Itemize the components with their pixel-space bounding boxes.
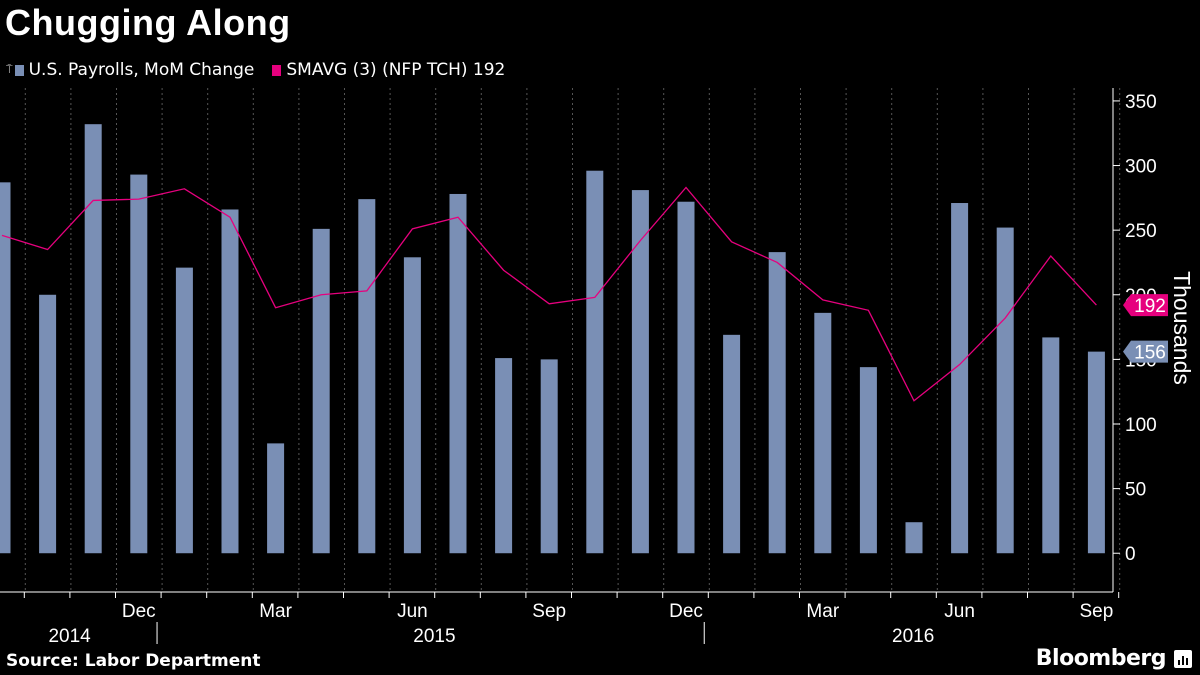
y-tick-label: 50 bbox=[1125, 480, 1146, 501]
bar bbox=[677, 201, 695, 554]
source-note: Source: Labor Department bbox=[6, 651, 261, 671]
bar bbox=[996, 227, 1014, 554]
series-line-smavg bbox=[1, 186, 1097, 402]
bar bbox=[495, 358, 513, 554]
year-label: 2015 bbox=[413, 626, 455, 647]
x-tick-label: Sep bbox=[532, 601, 566, 622]
x-tick-label: Sep bbox=[1079, 601, 1113, 622]
bar bbox=[768, 252, 786, 554]
bar bbox=[267, 443, 285, 554]
bar bbox=[39, 294, 57, 554]
legend-item-bars[interactable]: ⍑ U.S. Payrolls, MoM Change bbox=[6, 60, 254, 80]
legend-swatch-bars bbox=[14, 64, 24, 76]
x-tick-label: Mar bbox=[259, 601, 292, 622]
legend: ⍑ U.S. Payrolls, MoM Change SMAVG (3) (N… bbox=[6, 60, 523, 80]
bar bbox=[540, 359, 558, 554]
bar bbox=[449, 193, 467, 554]
end-label-value: 156 bbox=[1134, 343, 1166, 364]
bar bbox=[312, 228, 330, 554]
y-tick-label: 0 bbox=[1125, 544, 1136, 565]
end-label-tag bbox=[1123, 340, 1168, 363]
brand-logo: Bloomberg bbox=[1035, 646, 1167, 671]
bar bbox=[814, 312, 832, 554]
bloomberg-chart-icon bbox=[1174, 650, 1192, 668]
y-tick-label: 100 bbox=[1125, 415, 1157, 436]
bar bbox=[0, 182, 11, 554]
legend-label-bars: U.S. Payrolls, MoM Change bbox=[28, 60, 255, 80]
x-tick-label: Jun bbox=[397, 601, 428, 622]
year-label: 2014 bbox=[48, 626, 91, 647]
bar bbox=[1042, 337, 1060, 554]
y-tick-label: 250 bbox=[1125, 221, 1157, 242]
x-tick-label: Jun bbox=[944, 601, 975, 622]
bar bbox=[221, 209, 239, 554]
bar bbox=[84, 124, 102, 554]
x-tick-label: Dec bbox=[122, 601, 156, 622]
chart-title: Chugging Along bbox=[5, 2, 291, 43]
year-label: 2016 bbox=[892, 626, 934, 647]
legend-item-line[interactable]: SMAVG (3) (NFP TCH) 192 bbox=[272, 60, 505, 80]
bar bbox=[175, 267, 193, 554]
legend-swatch-line bbox=[272, 64, 282, 76]
bar bbox=[905, 522, 923, 554]
x-tick-label: Mar bbox=[806, 601, 839, 622]
bar bbox=[723, 334, 741, 554]
end-label-value: 192 bbox=[1134, 296, 1166, 317]
y-tick-label: 350 bbox=[1125, 92, 1157, 113]
y-tick-label: 300 bbox=[1125, 157, 1157, 178]
y-axis-title: Thousands bbox=[1169, 271, 1195, 385]
x-tick-label: Dec bbox=[669, 601, 703, 622]
bar bbox=[1087, 351, 1105, 554]
bar bbox=[130, 174, 148, 554]
legend-label-line: SMAVG (3) (NFP TCH) 192 bbox=[286, 60, 506, 80]
bar bbox=[859, 367, 877, 554]
bar bbox=[951, 203, 969, 554]
bar bbox=[403, 257, 421, 554]
end-label-tag bbox=[1123, 294, 1168, 317]
bar bbox=[358, 199, 376, 554]
bar bbox=[586, 170, 604, 554]
bar bbox=[631, 190, 649, 554]
pin-icon: ⍑ bbox=[6, 63, 13, 76]
